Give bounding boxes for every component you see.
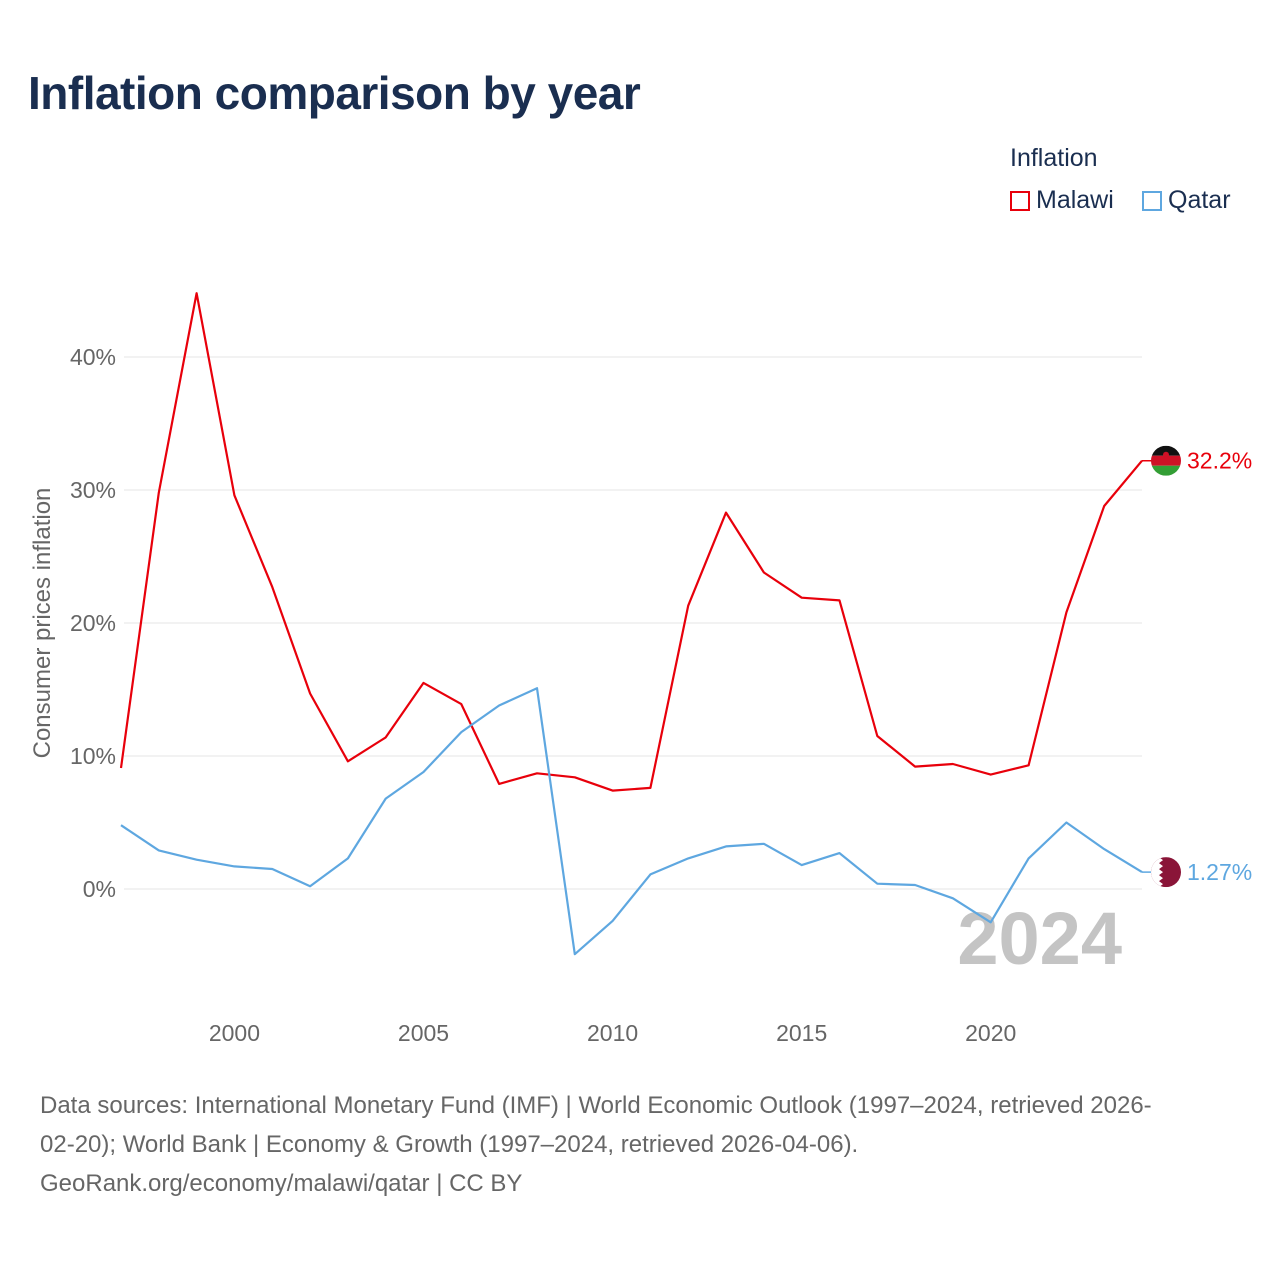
flag-qatar-white xyxy=(1151,857,1163,888)
series-lines xyxy=(119,292,1143,956)
end-markers: 32.2% 1.27% xyxy=(1142,445,1252,888)
y-axis-label: Consumer prices inflation xyxy=(29,488,56,759)
flag-malawi-sun xyxy=(1163,451,1169,458)
x-tick-labels: 2000 2005 2010 2015 2020 xyxy=(209,1020,1016,1046)
y-tick-label: 0% xyxy=(83,876,116,902)
x-tick-label: 2010 xyxy=(587,1020,638,1046)
y-tick-label: 40% xyxy=(70,344,116,370)
x-tick-label: 2015 xyxy=(776,1020,827,1046)
footer-attribution[interactable]: GeoRank.org/economy/malawi/qatar | CC BY xyxy=(40,1170,523,1197)
y-tick-label: 20% xyxy=(70,610,116,636)
legend-item-qatar[interactable]: Qatar xyxy=(1142,186,1231,215)
series-line-qatar xyxy=(120,687,1143,956)
flag-malawi-icon xyxy=(1151,445,1181,476)
series-line-malawi xyxy=(119,292,1143,792)
legend-swatch-malawi xyxy=(1010,190,1030,211)
flag-malawi-green-band xyxy=(1151,465,1181,476)
legend-swatch-qatar xyxy=(1142,190,1162,211)
y-tick-labels: 0% 10% 20% 30% 40% xyxy=(70,344,116,902)
legend-title: Inflation xyxy=(1010,144,1098,172)
flag-qatar-icon xyxy=(1151,857,1181,888)
x-tick-label: 2020 xyxy=(965,1020,1016,1046)
line-chart: 0% 10% 20% 30% 40% 2000 2005 2010 2015 2020 Cons… xyxy=(29,292,1252,1046)
year-watermark: 2024 xyxy=(957,897,1122,980)
y-tick-label: 10% xyxy=(70,743,116,769)
legend-label-qatar: Qatar xyxy=(1168,186,1231,214)
x-tick-label: 2000 xyxy=(209,1020,260,1046)
flag-malawi-black-band xyxy=(1151,445,1181,456)
end-label-qatar: 1.27% xyxy=(1187,859,1252,885)
y-tick-label: 30% xyxy=(70,477,116,503)
legend-item-malawi[interactable]: Malawi xyxy=(1010,186,1114,215)
footer: Data sources: International Monetary Fun… xyxy=(40,1086,1250,1203)
grid-lines xyxy=(124,356,1142,890)
end-label-malawi: 32.2% xyxy=(1187,448,1252,474)
legend-label-malawi: Malawi xyxy=(1036,186,1114,214)
footer-sources-line2: 02-20); World Bank | Economy & Growth (1… xyxy=(40,1131,859,1158)
x-tick-label: 2005 xyxy=(398,1020,449,1046)
page-title: Inflation comparison by year xyxy=(28,67,641,119)
footer-sources-line1: Data sources: International Monetary Fun… xyxy=(40,1092,1152,1119)
flag-malawi-red-band xyxy=(1151,455,1181,466)
